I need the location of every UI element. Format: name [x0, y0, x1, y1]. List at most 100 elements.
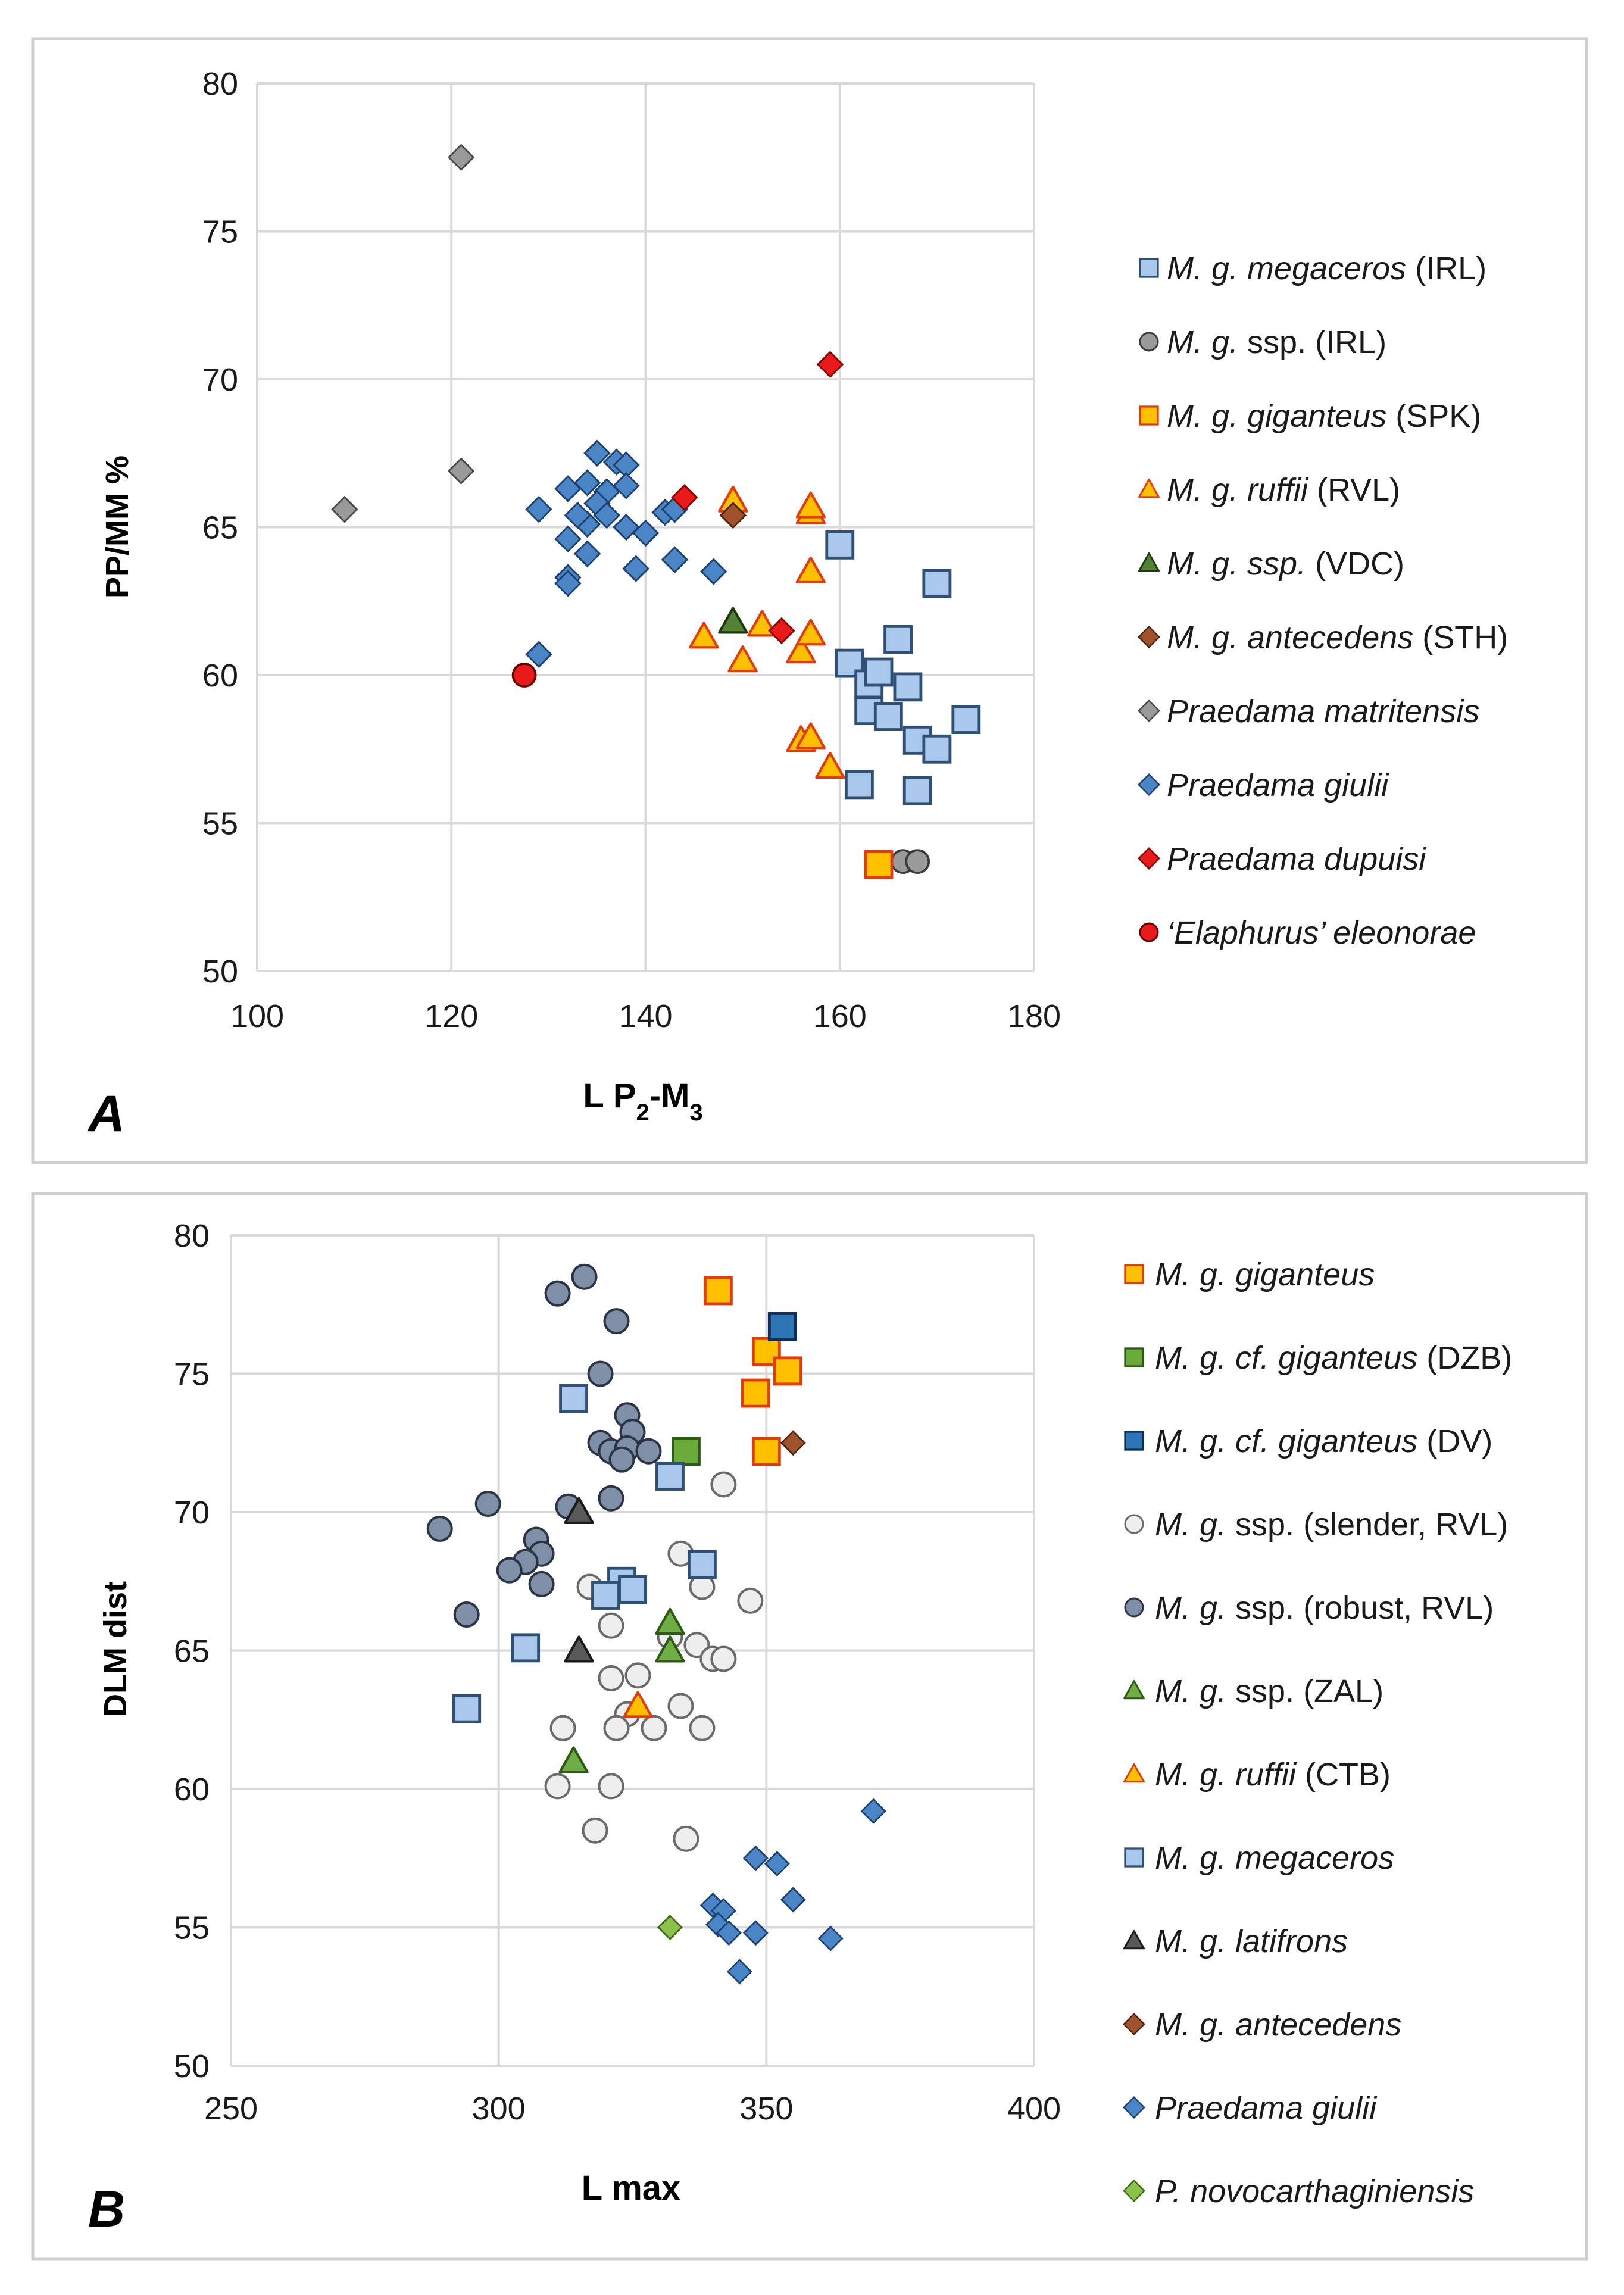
panel-a-legend-item-m-g-giganteus-spk: M. g. giganteus (SPK) — [1139, 398, 1481, 434]
panel-a-series-praedama-dupuisi — [671, 351, 844, 645]
panel-a-point-praedama-giulii — [613, 472, 640, 499]
panel-a-legend-marker-elaphurus-eleonorae — [1139, 922, 1159, 942]
panel-a-point-m-g-megaceros-irl — [883, 625, 913, 654]
panel-b-legend-label: M. g. ssp. (robust, RVL) — [1155, 1590, 1494, 1626]
panel-a-y-tick-label: 70 — [202, 362, 238, 398]
panel-a-legend-label: M. g. ssp. (IRL) — [1167, 324, 1386, 360]
panel-a-point-m-g-ruffii-rvl — [795, 491, 826, 519]
panel-b-series-m-g-latifrons — [564, 1497, 594, 1663]
panel-a-legend-marker-m-g-antecedens-sth — [1138, 626, 1160, 648]
panel-a-point-praedama-giulii — [564, 501, 592, 529]
panel-a-label: A — [87, 1085, 125, 1142]
panel-a-point-m-g-megaceros-irl — [922, 734, 952, 764]
panel-a-data-points — [331, 143, 981, 879]
panel-a-x-tick-label: 100 — [230, 998, 284, 1034]
panel-a-legend-marker-m-g-ruffii-rvl — [1138, 479, 1160, 498]
panel-a-frame — [31, 37, 1588, 1164]
panel-b-legend-item-m-g-cf-giganteus-dv: M. g. cf. giganteus (DV) — [1124, 1423, 1492, 1459]
panel-b-y-tick-label: 75 — [174, 1357, 210, 1392]
panel-b-point-m-g-megaceros — [591, 1581, 620, 1610]
panel-b-point-m-g-ssp-slender-rvl — [673, 1825, 699, 1852]
panel-a-point-praedama-giulii — [622, 555, 649, 582]
panel-a-point-praedama-giulii — [554, 570, 582, 597]
panel-b-series-m-g-ssp-robust-rvl — [426, 1263, 662, 1628]
panel-b-point-m-g-ssp-slender-rvl — [710, 1645, 737, 1672]
panel-a-series-praedama-giulii — [525, 439, 727, 668]
panel-a-point-praedama-giulii — [632, 519, 660, 547]
panel-a-legend-marker-m-g-megaceros-irl — [1139, 258, 1159, 278]
panel-b-legend-label: M. g. giganteus — [1155, 1257, 1375, 1292]
panel-a-point-m-g-giganteus-spk — [864, 850, 894, 879]
panel-b-legend-item-p-novocarthaginiensis: P. novocarthaginiensis — [1123, 2174, 1474, 2209]
panel-a-legend-label: M. g. antecedens (STH) — [1167, 620, 1508, 655]
panel-b-y-tick-label: 70 — [174, 1495, 210, 1531]
panel-a-point-m-g-ssp-vdc — [718, 607, 748, 634]
panel-b-gridlines — [230, 1234, 1035, 2067]
panel-a-series-m-g-giganteus-spk — [864, 850, 894, 879]
panel-b-series-m-g-ssp-zal — [558, 1607, 685, 1773]
panel-b-legend-marker-m-g-megaceros — [1124, 1847, 1144, 1868]
panel-a-y-axis-label: PP/MM % — [99, 455, 135, 598]
panel-a-point-praedama-matritensis — [447, 457, 475, 485]
panel-a-y-tick-label: 80 — [202, 66, 238, 102]
panel-a-point-praedama-dupuisi — [671, 484, 698, 511]
panel-a-point-elaphurus-eleonorae — [511, 663, 537, 688]
panel-b-tick-labels: 50 55 60 65 70 75 80 250 300 350 400 — [174, 1218, 1061, 2127]
panel-b-point-m-g-giganteus — [751, 1437, 781, 1466]
panel-b-legend-label: M. g. ruffii (CTB) — [1155, 1757, 1391, 1793]
panel-b-legend-marker-p-novocarthaginiensis — [1123, 2180, 1145, 2202]
panel-b-point-m-g-ssp-slender-rvl — [549, 1715, 576, 1741]
panel-b-point-m-g-giganteus — [703, 1276, 733, 1306]
panel-a-point-m-g-megaceros-irl — [922, 569, 952, 598]
panel-a-point-m-g-ruffii-rvl — [786, 636, 816, 664]
panel-b-legend-item-m-g-ssp-robust-rvl: M. g. ssp. (robust, RVL) — [1124, 1590, 1494, 1626]
panel-b-point-m-g-ssp-slender-rvl — [710, 1471, 737, 1498]
panel-a-point-m-g-ruffii-rvl — [795, 619, 826, 646]
panel-a-point-m-g-ruffii-rvl — [747, 610, 777, 637]
panel-b-point-m-g-ssp-robust-rvl — [598, 1485, 624, 1512]
panel-b-legend-label: P. novocarthaginiensis — [1155, 2174, 1474, 2209]
panel-b-legend-item-praedama-giulii: Praedama giulii — [1123, 2090, 1378, 2126]
panel-a-legend-item-praedama-dupuisi: Praedama dupuisi — [1138, 841, 1427, 877]
panel-b-series-m-g-megaceros — [452, 1384, 717, 1723]
panel-b-point-m-g-cf-giganteus-dzb — [672, 1437, 701, 1466]
panel-a-point-m-g-ruffii-rvl — [727, 645, 758, 673]
panel-b-legend-item-m-g-megaceros: M. g. megaceros — [1124, 1840, 1394, 1876]
panel-b-point-m-g-ssp-slender-rvl — [641, 1715, 667, 1741]
panel-a-point-m-g-megaceros-irl — [951, 705, 981, 734]
panel-a-y-tick-label: 65 — [202, 510, 238, 546]
panel-a-series-m-g-ruffii-rvl — [689, 485, 845, 779]
panel-a-series-elaphurus-eleonorae — [511, 663, 537, 688]
panel-b-y-tick-label: 60 — [174, 1772, 210, 1807]
panel-a-point-praedama-giulii — [573, 469, 601, 497]
panel-b-point-praedama-giulii — [860, 1798, 886, 1824]
panel-b-point-m-g-megaceros — [655, 1462, 685, 1491]
panel-b-legend-item-m-g-ssp-zal: M. g. ssp. (ZAL) — [1123, 1673, 1383, 1709]
panel-a-legend-marker-m-g-ssp-vdc — [1138, 552, 1160, 572]
panel-a-legend-marker-praedama-giulii — [1138, 773, 1160, 796]
panel-b-point-praedama-giulii — [726, 1959, 752, 1985]
panel-b-point-m-g-cf-giganteus-dv — [767, 1312, 797, 1341]
panel-a-point-praedama-giulii — [593, 501, 620, 529]
panel-a-legend: M. g. megaceros (IRL) M. g. ssp. (IRL) M. … — [1138, 251, 1508, 951]
panel-b-y-tick-label: 55 — [174, 1910, 210, 1946]
panel-b-point-m-g-ssp-slender-rvl — [598, 1773, 624, 1800]
panel-a-point-m-g-megaceros-irl — [893, 672, 923, 702]
panel-a-legend-label: M. g. ssp. (VDC) — [1167, 546, 1404, 582]
panel-b-point-m-g-ssp-slender-rvl — [598, 1612, 624, 1639]
panel-b-y-axis-label: DLM dist — [98, 1581, 133, 1717]
panel-a-point-praedama-dupuisi — [816, 351, 844, 378]
panel-a-series-m-g-antecedens-sth — [719, 501, 747, 529]
panel-b-x-tick-label: 300 — [472, 2091, 526, 2127]
panel-b-legend-label: M. g. megaceros — [1155, 1840, 1394, 1876]
panel-b-y-tick-label: 50 — [174, 2049, 210, 2084]
panel-b-legend-label: M. g. latifrons — [1155, 1924, 1348, 1959]
panel-a-x-axis-label: L P2-M3 — [583, 1076, 702, 1126]
panel-b-point-m-g-ssp-slender-rvl — [544, 1773, 571, 1800]
panel-b-point-m-g-latifrons — [564, 1635, 594, 1663]
panel-b-point-m-g-megaceros — [452, 1694, 482, 1723]
panel-b-legend-label: M. g. ssp. (slender, RVL) — [1155, 1507, 1508, 1543]
panel-a-point-m-g-ruffii-rvl — [689, 622, 719, 649]
panel-a-point-m-g-megaceros-irl — [902, 776, 932, 805]
panel-a-series-m-g-megaceros-irl — [825, 530, 981, 805]
